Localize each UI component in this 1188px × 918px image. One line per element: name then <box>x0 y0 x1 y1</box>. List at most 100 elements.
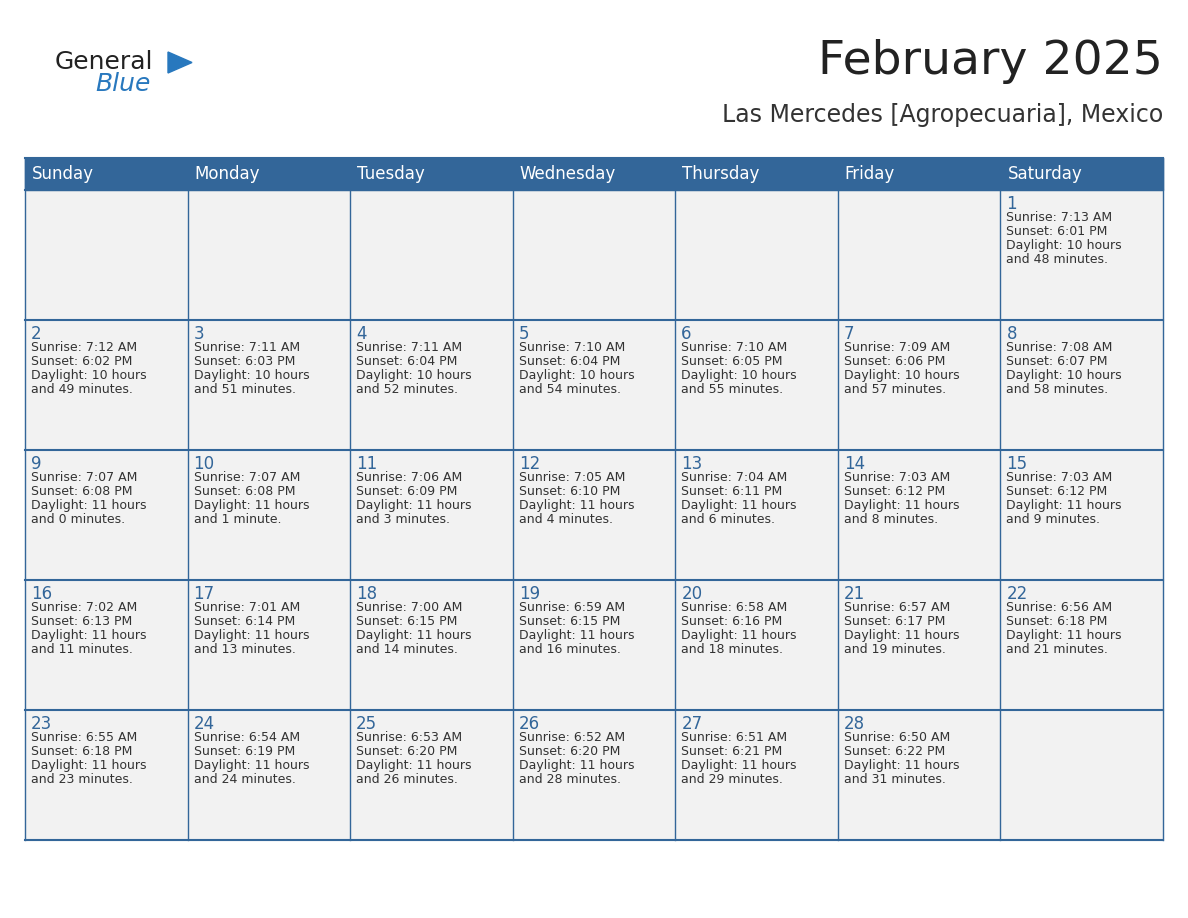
Text: and 3 minutes.: and 3 minutes. <box>356 513 450 526</box>
Text: Sunrise: 7:08 AM: Sunrise: 7:08 AM <box>1006 341 1113 354</box>
Text: Daylight: 11 hours: Daylight: 11 hours <box>31 499 146 512</box>
Text: Daylight: 11 hours: Daylight: 11 hours <box>194 629 309 642</box>
Text: Tuesday: Tuesday <box>358 165 425 183</box>
Text: 26: 26 <box>519 715 539 733</box>
Text: Daylight: 10 hours: Daylight: 10 hours <box>681 369 797 382</box>
Text: Sunset: 6:05 PM: Sunset: 6:05 PM <box>681 355 783 368</box>
Polygon shape <box>168 52 192 73</box>
Text: Sunset: 6:06 PM: Sunset: 6:06 PM <box>843 355 946 368</box>
Text: Sunset: 6:22 PM: Sunset: 6:22 PM <box>843 745 946 758</box>
Text: 14: 14 <box>843 455 865 473</box>
Text: Sunset: 6:14 PM: Sunset: 6:14 PM <box>194 615 295 628</box>
Text: Daylight: 11 hours: Daylight: 11 hours <box>1006 499 1121 512</box>
Text: Daylight: 10 hours: Daylight: 10 hours <box>1006 369 1121 382</box>
Text: and 11 minutes.: and 11 minutes. <box>31 643 133 656</box>
Text: Sunrise: 6:58 AM: Sunrise: 6:58 AM <box>681 601 788 614</box>
Text: Daylight: 11 hours: Daylight: 11 hours <box>519 759 634 772</box>
Text: Sunset: 6:07 PM: Sunset: 6:07 PM <box>1006 355 1108 368</box>
Text: 27: 27 <box>681 715 702 733</box>
Text: Sunrise: 7:10 AM: Sunrise: 7:10 AM <box>681 341 788 354</box>
Text: Sunrise: 7:03 AM: Sunrise: 7:03 AM <box>843 471 950 484</box>
Text: Daylight: 10 hours: Daylight: 10 hours <box>194 369 309 382</box>
Text: and 13 minutes.: and 13 minutes. <box>194 643 296 656</box>
Text: Daylight: 11 hours: Daylight: 11 hours <box>843 759 960 772</box>
Text: Sunset: 6:16 PM: Sunset: 6:16 PM <box>681 615 783 628</box>
Text: and 23 minutes.: and 23 minutes. <box>31 773 133 786</box>
Text: Sunset: 6:08 PM: Sunset: 6:08 PM <box>31 485 133 498</box>
Text: Sunset: 6:19 PM: Sunset: 6:19 PM <box>194 745 295 758</box>
Text: 25: 25 <box>356 715 378 733</box>
Text: Sunset: 6:09 PM: Sunset: 6:09 PM <box>356 485 457 498</box>
Text: Daylight: 11 hours: Daylight: 11 hours <box>194 499 309 512</box>
Text: and 18 minutes.: and 18 minutes. <box>681 643 783 656</box>
Text: Thursday: Thursday <box>682 165 759 183</box>
Text: Daylight: 11 hours: Daylight: 11 hours <box>1006 629 1121 642</box>
Text: Sunrise: 6:55 AM: Sunrise: 6:55 AM <box>31 731 138 744</box>
Text: 12: 12 <box>519 455 541 473</box>
Text: and 48 minutes.: and 48 minutes. <box>1006 253 1108 266</box>
Text: Daylight: 11 hours: Daylight: 11 hours <box>356 759 472 772</box>
Text: and 57 minutes.: and 57 minutes. <box>843 383 946 396</box>
Text: Sunrise: 7:12 AM: Sunrise: 7:12 AM <box>31 341 137 354</box>
Text: and 21 minutes.: and 21 minutes. <box>1006 643 1108 656</box>
Text: Sunset: 6:08 PM: Sunset: 6:08 PM <box>194 485 295 498</box>
Text: 9: 9 <box>31 455 42 473</box>
Text: Sunset: 6:02 PM: Sunset: 6:02 PM <box>31 355 132 368</box>
Text: 22: 22 <box>1006 585 1028 603</box>
Text: Sunset: 6:20 PM: Sunset: 6:20 PM <box>519 745 620 758</box>
Text: 2: 2 <box>31 325 42 343</box>
Text: Sunset: 6:17 PM: Sunset: 6:17 PM <box>843 615 946 628</box>
Text: Sunrise: 7:06 AM: Sunrise: 7:06 AM <box>356 471 462 484</box>
Text: Sunset: 6:04 PM: Sunset: 6:04 PM <box>356 355 457 368</box>
Text: 10: 10 <box>194 455 215 473</box>
Text: Sunrise: 6:54 AM: Sunrise: 6:54 AM <box>194 731 299 744</box>
Text: Daylight: 11 hours: Daylight: 11 hours <box>31 759 146 772</box>
Text: Daylight: 11 hours: Daylight: 11 hours <box>519 499 634 512</box>
Text: and 1 minute.: and 1 minute. <box>194 513 282 526</box>
Text: Sunrise: 6:57 AM: Sunrise: 6:57 AM <box>843 601 950 614</box>
Text: and 28 minutes.: and 28 minutes. <box>519 773 620 786</box>
Text: 15: 15 <box>1006 455 1028 473</box>
Text: Daylight: 10 hours: Daylight: 10 hours <box>843 369 960 382</box>
Bar <box>25 158 1163 190</box>
Text: and 29 minutes.: and 29 minutes. <box>681 773 783 786</box>
Text: Sunrise: 7:10 AM: Sunrise: 7:10 AM <box>519 341 625 354</box>
Text: 19: 19 <box>519 585 539 603</box>
Text: Daylight: 11 hours: Daylight: 11 hours <box>843 499 960 512</box>
Text: 11: 11 <box>356 455 378 473</box>
Text: Daylight: 10 hours: Daylight: 10 hours <box>31 369 146 382</box>
Text: Sunrise: 7:07 AM: Sunrise: 7:07 AM <box>194 471 299 484</box>
Text: Sunset: 6:10 PM: Sunset: 6:10 PM <box>519 485 620 498</box>
Bar <box>25 158 1163 840</box>
Text: 13: 13 <box>681 455 702 473</box>
Text: 24: 24 <box>194 715 215 733</box>
Text: Daylight: 11 hours: Daylight: 11 hours <box>31 629 146 642</box>
Text: Sunrise: 7:01 AM: Sunrise: 7:01 AM <box>194 601 299 614</box>
Text: and 31 minutes.: and 31 minutes. <box>843 773 946 786</box>
Text: 23: 23 <box>31 715 52 733</box>
Text: Daylight: 11 hours: Daylight: 11 hours <box>681 499 797 512</box>
Text: 17: 17 <box>194 585 215 603</box>
Text: Daylight: 11 hours: Daylight: 11 hours <box>681 759 797 772</box>
Text: and 9 minutes.: and 9 minutes. <box>1006 513 1100 526</box>
Text: 3: 3 <box>194 325 204 343</box>
Text: Sunset: 6:03 PM: Sunset: 6:03 PM <box>194 355 295 368</box>
Text: Blue: Blue <box>95 72 151 96</box>
Text: Sunset: 6:15 PM: Sunset: 6:15 PM <box>519 615 620 628</box>
Text: 18: 18 <box>356 585 378 603</box>
Text: and 19 minutes.: and 19 minutes. <box>843 643 946 656</box>
Text: Sunrise: 7:05 AM: Sunrise: 7:05 AM <box>519 471 625 484</box>
Text: Sunset: 6:11 PM: Sunset: 6:11 PM <box>681 485 783 498</box>
Text: 20: 20 <box>681 585 702 603</box>
Text: Sunset: 6:21 PM: Sunset: 6:21 PM <box>681 745 783 758</box>
Text: 5: 5 <box>519 325 529 343</box>
Text: and 55 minutes.: and 55 minutes. <box>681 383 783 396</box>
Text: 1: 1 <box>1006 195 1017 213</box>
Text: and 6 minutes.: and 6 minutes. <box>681 513 776 526</box>
Text: and 16 minutes.: and 16 minutes. <box>519 643 620 656</box>
Text: and 8 minutes.: and 8 minutes. <box>843 513 939 526</box>
Text: Sunset: 6:04 PM: Sunset: 6:04 PM <box>519 355 620 368</box>
Text: Daylight: 11 hours: Daylight: 11 hours <box>356 629 472 642</box>
Text: Sunset: 6:18 PM: Sunset: 6:18 PM <box>1006 615 1107 628</box>
Text: Sunrise: 6:51 AM: Sunrise: 6:51 AM <box>681 731 788 744</box>
